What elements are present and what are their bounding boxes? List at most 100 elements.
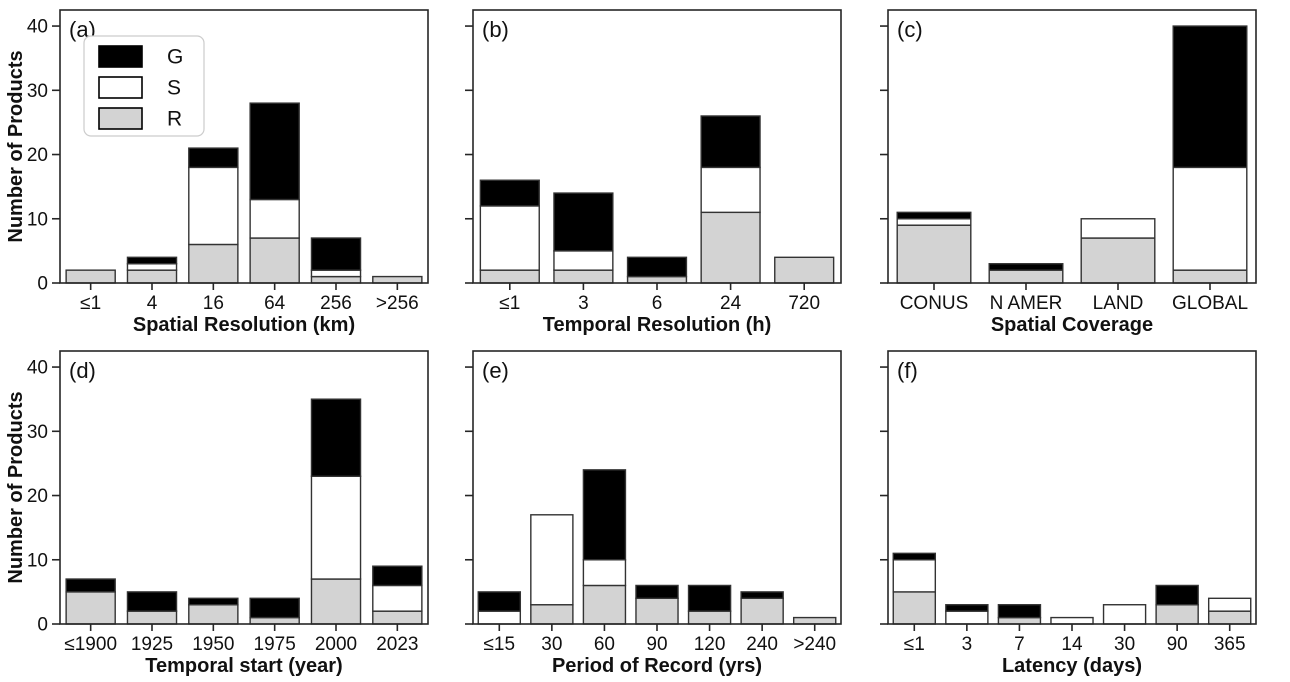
y-tick-label: 0 [37,615,48,636]
x-tick-label: 1925 [131,634,173,655]
bar-segment-S [372,584,423,612]
bar-segment-R [530,604,574,625]
x-tick-label: 2023 [376,634,418,655]
bar-segment-S [700,166,761,214]
bar-segment-G [249,597,300,619]
bar-segment-S [1080,218,1156,239]
bar-segment-S [582,559,627,587]
panel-label: (c) [897,17,923,42]
bar-segment-G [988,263,1064,271]
y-tick-label: 20 [27,145,48,166]
x-axis-title: Temporal start (year) [145,655,342,677]
panel-f: ≤1 3 7 14 30 90 365 (f) Latency (days) [880,350,1257,677]
bar-segment-G [126,256,178,265]
x-axis-title: Period of Record (yrs) [552,655,762,677]
x-axis-title: Latency (days) [1002,655,1142,677]
x-tick-label: 1975 [254,634,296,655]
bar-segment-G [249,102,300,201]
x-tick-label: ≤1 [499,293,520,314]
bar-segment-R [700,211,761,284]
bar-segment-G [700,115,761,169]
x-tick-label: ≤15 [484,634,516,655]
bar-segment-R [249,237,300,284]
bar-segment-R [65,591,116,625]
bar-segment-G [188,597,239,606]
panel-b: ≤1 3 6 24 720 (b) Temporal Resolution (h) [465,9,842,336]
bar-segment-G [582,469,627,561]
bar-segment-R [553,269,614,284]
bar-segment-R [310,275,362,284]
bar-segment-R [1207,610,1252,625]
bar-segment-G [997,604,1042,619]
legend: GSR [83,35,205,137]
x-tick-label: 30 [1114,634,1135,655]
bar-segment-S [126,263,178,271]
plot-box [472,9,842,284]
panel-label: (e) [482,358,509,383]
x-axis-title: Spatial Coverage [991,314,1153,336]
bar-segment-R [1172,269,1248,284]
bar-segment-R [626,275,688,284]
x-tick-label: 720 [788,293,820,314]
bar-segment-S [530,514,574,606]
bar-segment-R [774,256,835,284]
x-tick-label: >240 [793,634,836,655]
bar-segment-S [945,610,989,625]
legend-label-S: S [167,77,181,100]
bar-segment-R [65,269,116,284]
bar-segment-S [249,198,300,239]
y-tick-label: 30 [27,81,48,102]
bar-segment-R [687,610,732,625]
bar-segment-R [892,591,937,625]
bar-segment-G [1172,25,1248,169]
x-tick-label: GLOBAL [1172,293,1248,314]
bar-segment-S [1050,616,1094,625]
bar-segment-G [635,584,679,600]
plot-box [887,350,1257,625]
bar-segment-G [188,147,239,169]
y-axis-title: Number of Products [5,50,27,242]
bar-segment-G [126,591,178,612]
bar-segment-G [896,211,972,220]
bar-segment-S [553,250,614,271]
x-tick-label: 120 [694,634,726,655]
bar-segment-G [945,604,989,612]
bar-segment-R [188,243,239,284]
bar-segment-G [310,398,362,477]
x-tick-label: 90 [646,634,667,655]
y-tick-label: 0 [37,274,48,295]
y-tick-label: 10 [27,550,48,571]
x-tick-label: 2000 [315,634,357,655]
x-tick-label: N AMER [990,293,1063,314]
bar-segment-R [126,610,178,625]
x-tick-label: 365 [1214,634,1246,655]
bar-segment-G [626,256,688,278]
x-tick-label: 14 [1061,634,1083,655]
x-tick-label: CONUS [900,293,969,314]
bar-segment-G [892,552,937,561]
panel-label: (d) [69,358,96,383]
x-tick-label: 24 [720,293,742,314]
x-tick-label: 256 [320,293,352,314]
x-tick-label: 90 [1167,634,1188,655]
bar-segment-R [740,597,784,625]
x-tick-label: ≤1900 [64,634,117,655]
bar-segment-S [892,559,937,593]
x-tick-label: ≤1 [80,293,101,314]
bar-segment-G [1155,584,1199,606]
y-tick-label: 10 [27,209,48,230]
legend-label-G: G [167,46,183,69]
x-tick-label: 3 [962,634,973,655]
x-tick-label: 16 [203,293,224,314]
panel-label: (b) [482,17,509,42]
x-tick-label: 4 [147,293,158,314]
x-tick-label: >256 [376,293,419,314]
bar-segment-R [188,604,239,625]
bar-segment-G [553,192,614,252]
x-tick-label: 1950 [192,634,234,655]
bar-segment-R [988,269,1064,284]
legend-swatch-R [98,107,143,130]
